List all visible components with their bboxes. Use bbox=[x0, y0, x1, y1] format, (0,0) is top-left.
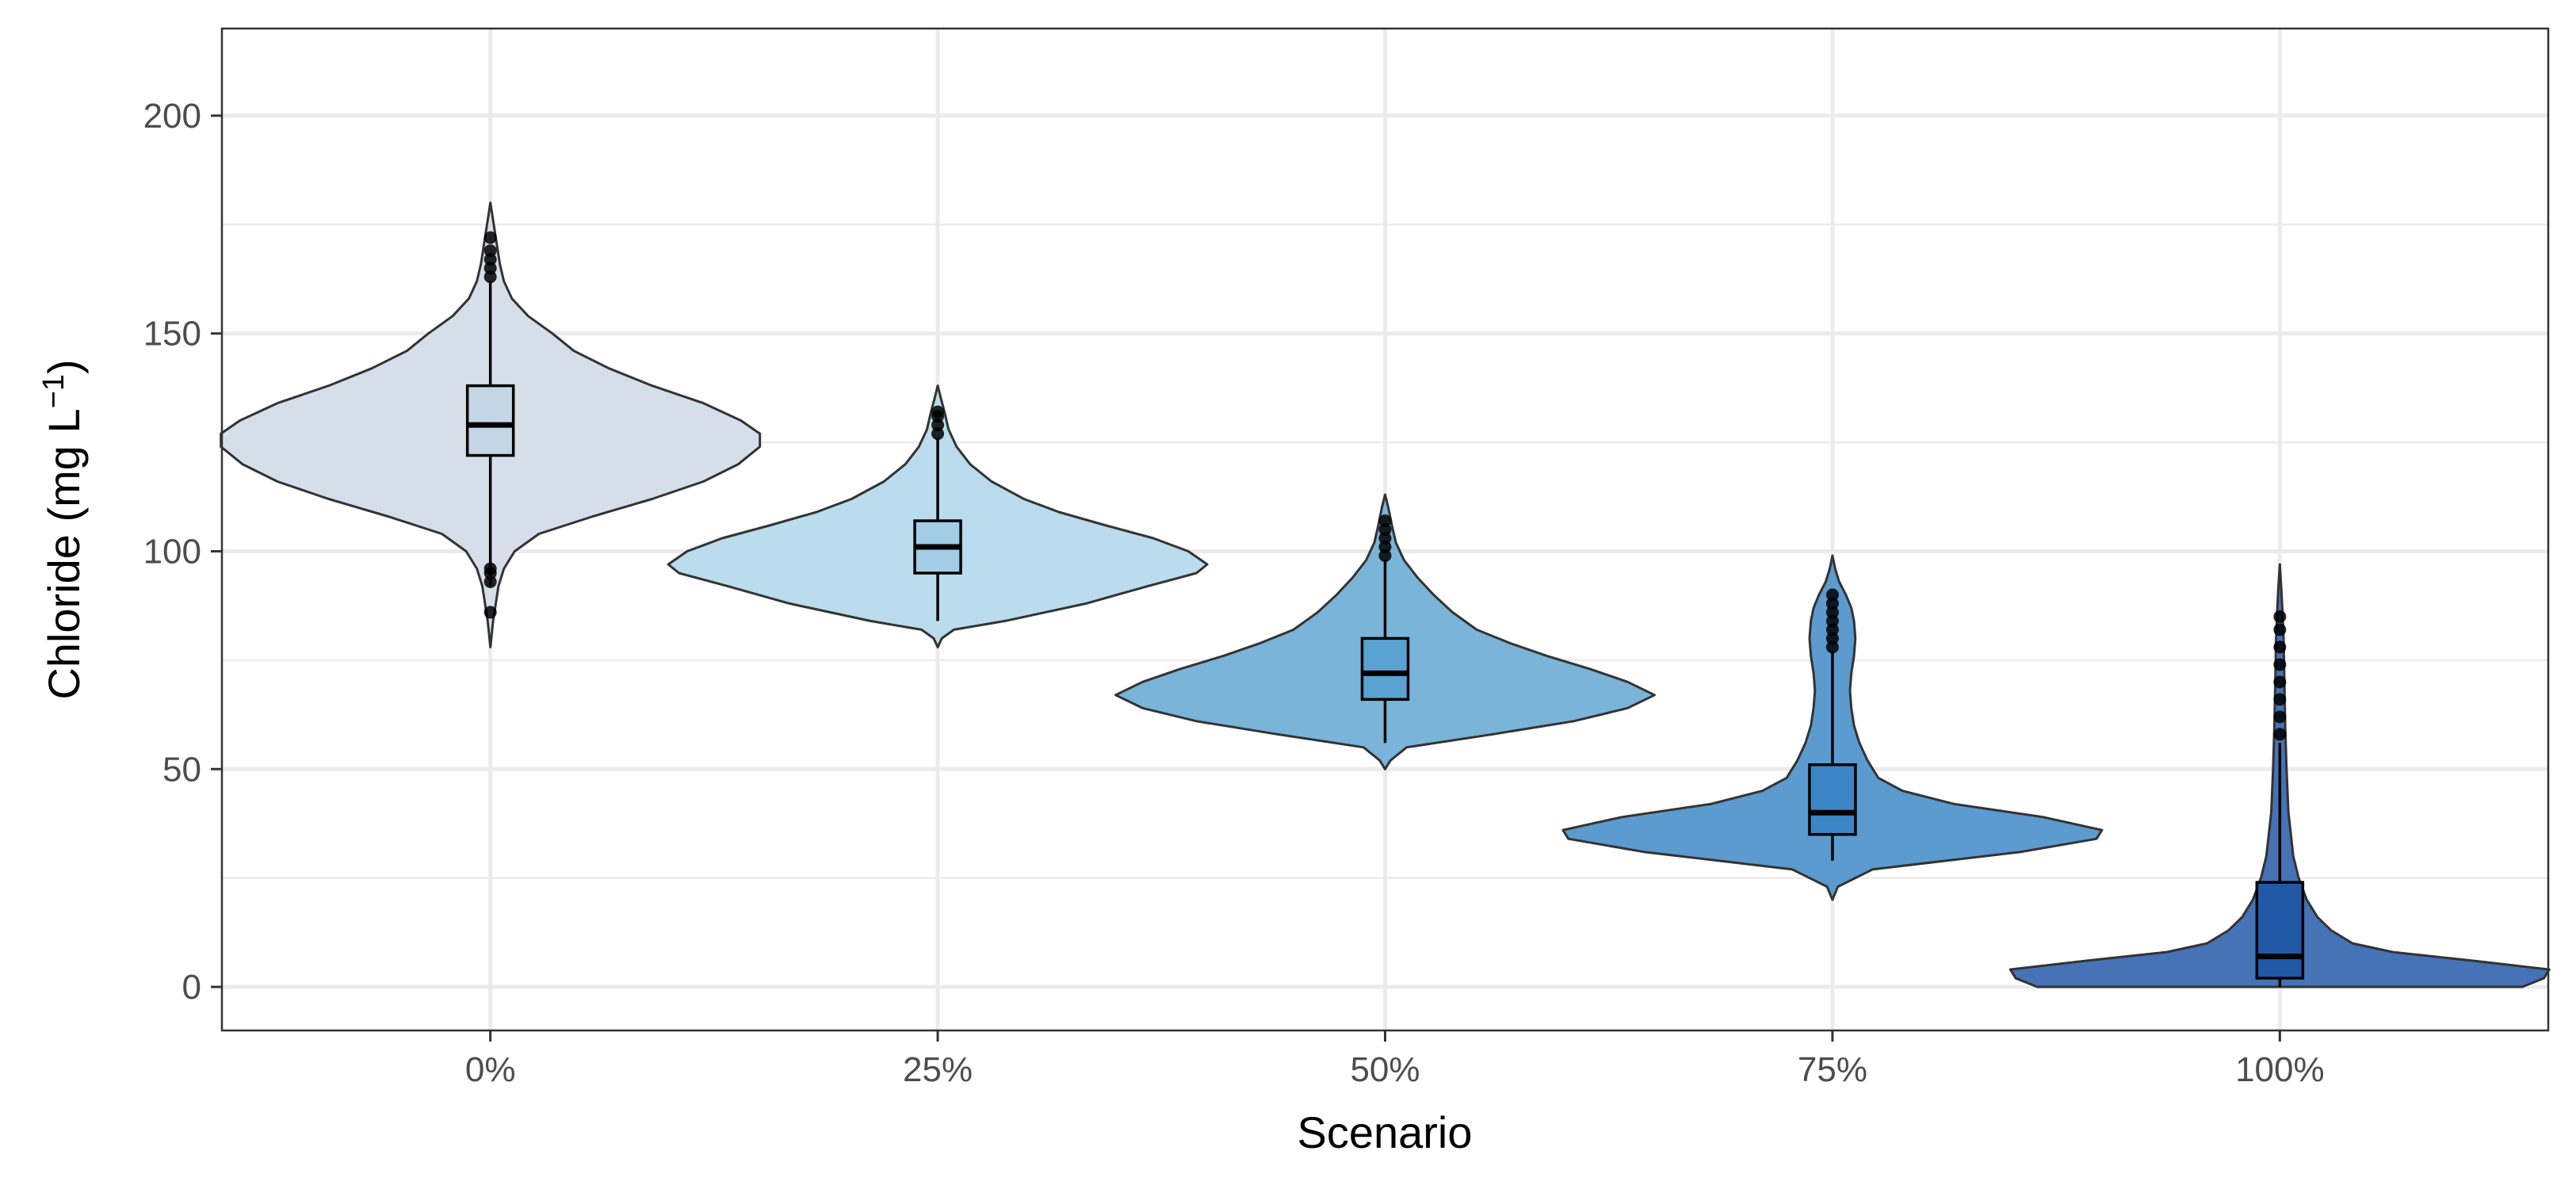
y-tick-label: 100 bbox=[143, 532, 201, 571]
y-tick-label: 50 bbox=[162, 750, 201, 789]
outlier-point bbox=[1825, 606, 1839, 619]
outlier-point bbox=[483, 270, 497, 284]
outlier-point bbox=[1378, 514, 1392, 528]
violin-group-100pct bbox=[2008, 563, 2551, 988]
y-axis-title-close: ) bbox=[39, 359, 89, 374]
box-iqr bbox=[1360, 637, 1410, 702]
violin-group-25pct bbox=[667, 384, 1209, 648]
box-iqr bbox=[1808, 763, 1857, 836]
outlier-point bbox=[2273, 658, 2287, 671]
violin-group-50pct bbox=[1114, 493, 1656, 770]
outlier-point bbox=[1825, 632, 1839, 645]
y-tick-label: 200 bbox=[143, 97, 201, 136]
outlier-point bbox=[2273, 640, 2287, 654]
y-tick-label: 0 bbox=[182, 968, 201, 1007]
outlier-point bbox=[1825, 614, 1839, 628]
y-axis-title-main: Chloride (mg L bbox=[39, 408, 89, 699]
y-tick-label: 150 bbox=[143, 315, 201, 354]
outlier-point bbox=[2273, 710, 2287, 724]
outlier-point bbox=[483, 575, 497, 588]
outlier-point bbox=[1378, 549, 1392, 562]
outlier-point bbox=[483, 231, 497, 244]
outlier-point bbox=[2273, 675, 2287, 689]
outlier-point bbox=[483, 562, 497, 575]
y-axis-title: Chloride (mg L−1) bbox=[37, 359, 89, 699]
outlier-point bbox=[1825, 640, 1839, 654]
x-axis-title: Scenario bbox=[1297, 1107, 1472, 1157]
x-tick-label: 100% bbox=[2235, 1050, 2325, 1089]
outlier-point bbox=[1825, 623, 1839, 637]
outlier-point bbox=[1378, 540, 1392, 553]
outlier-point bbox=[1378, 523, 1392, 536]
outlier-point bbox=[483, 253, 497, 266]
y-axis-title-superscript: −1 bbox=[37, 374, 71, 408]
outlier-point bbox=[483, 606, 497, 619]
outlier-point bbox=[1378, 531, 1392, 545]
box-iqr bbox=[2255, 881, 2305, 980]
outlier-point bbox=[931, 427, 945, 441]
y-axis: 0 50 100 150 200 bbox=[143, 97, 222, 1007]
outlier-point bbox=[1825, 588, 1839, 602]
outlier-point bbox=[2273, 728, 2287, 741]
x-tick-label: 25% bbox=[903, 1050, 973, 1089]
x-tick-label: 50% bbox=[1350, 1050, 1420, 1089]
outlier-point bbox=[931, 419, 945, 432]
x-axis: 0% 25% 50% 75% 100% bbox=[465, 1030, 2325, 1089]
box-iqr bbox=[465, 384, 515, 457]
outlier-point bbox=[931, 405, 945, 419]
violin-layer bbox=[220, 201, 2551, 988]
outlier-point bbox=[2273, 623, 2287, 637]
outlier-point bbox=[483, 262, 497, 275]
x-tick-label: 75% bbox=[1798, 1050, 1867, 1089]
outlier-point bbox=[483, 244, 497, 258]
outlier-point bbox=[2273, 693, 2287, 706]
outlier-point bbox=[2273, 610, 2287, 623]
violin-group-75pct bbox=[1561, 554, 2104, 901]
outlier-point bbox=[1825, 597, 1839, 610]
violin-group-0pct bbox=[220, 201, 762, 648]
x-tick-label: 0% bbox=[465, 1050, 516, 1089]
